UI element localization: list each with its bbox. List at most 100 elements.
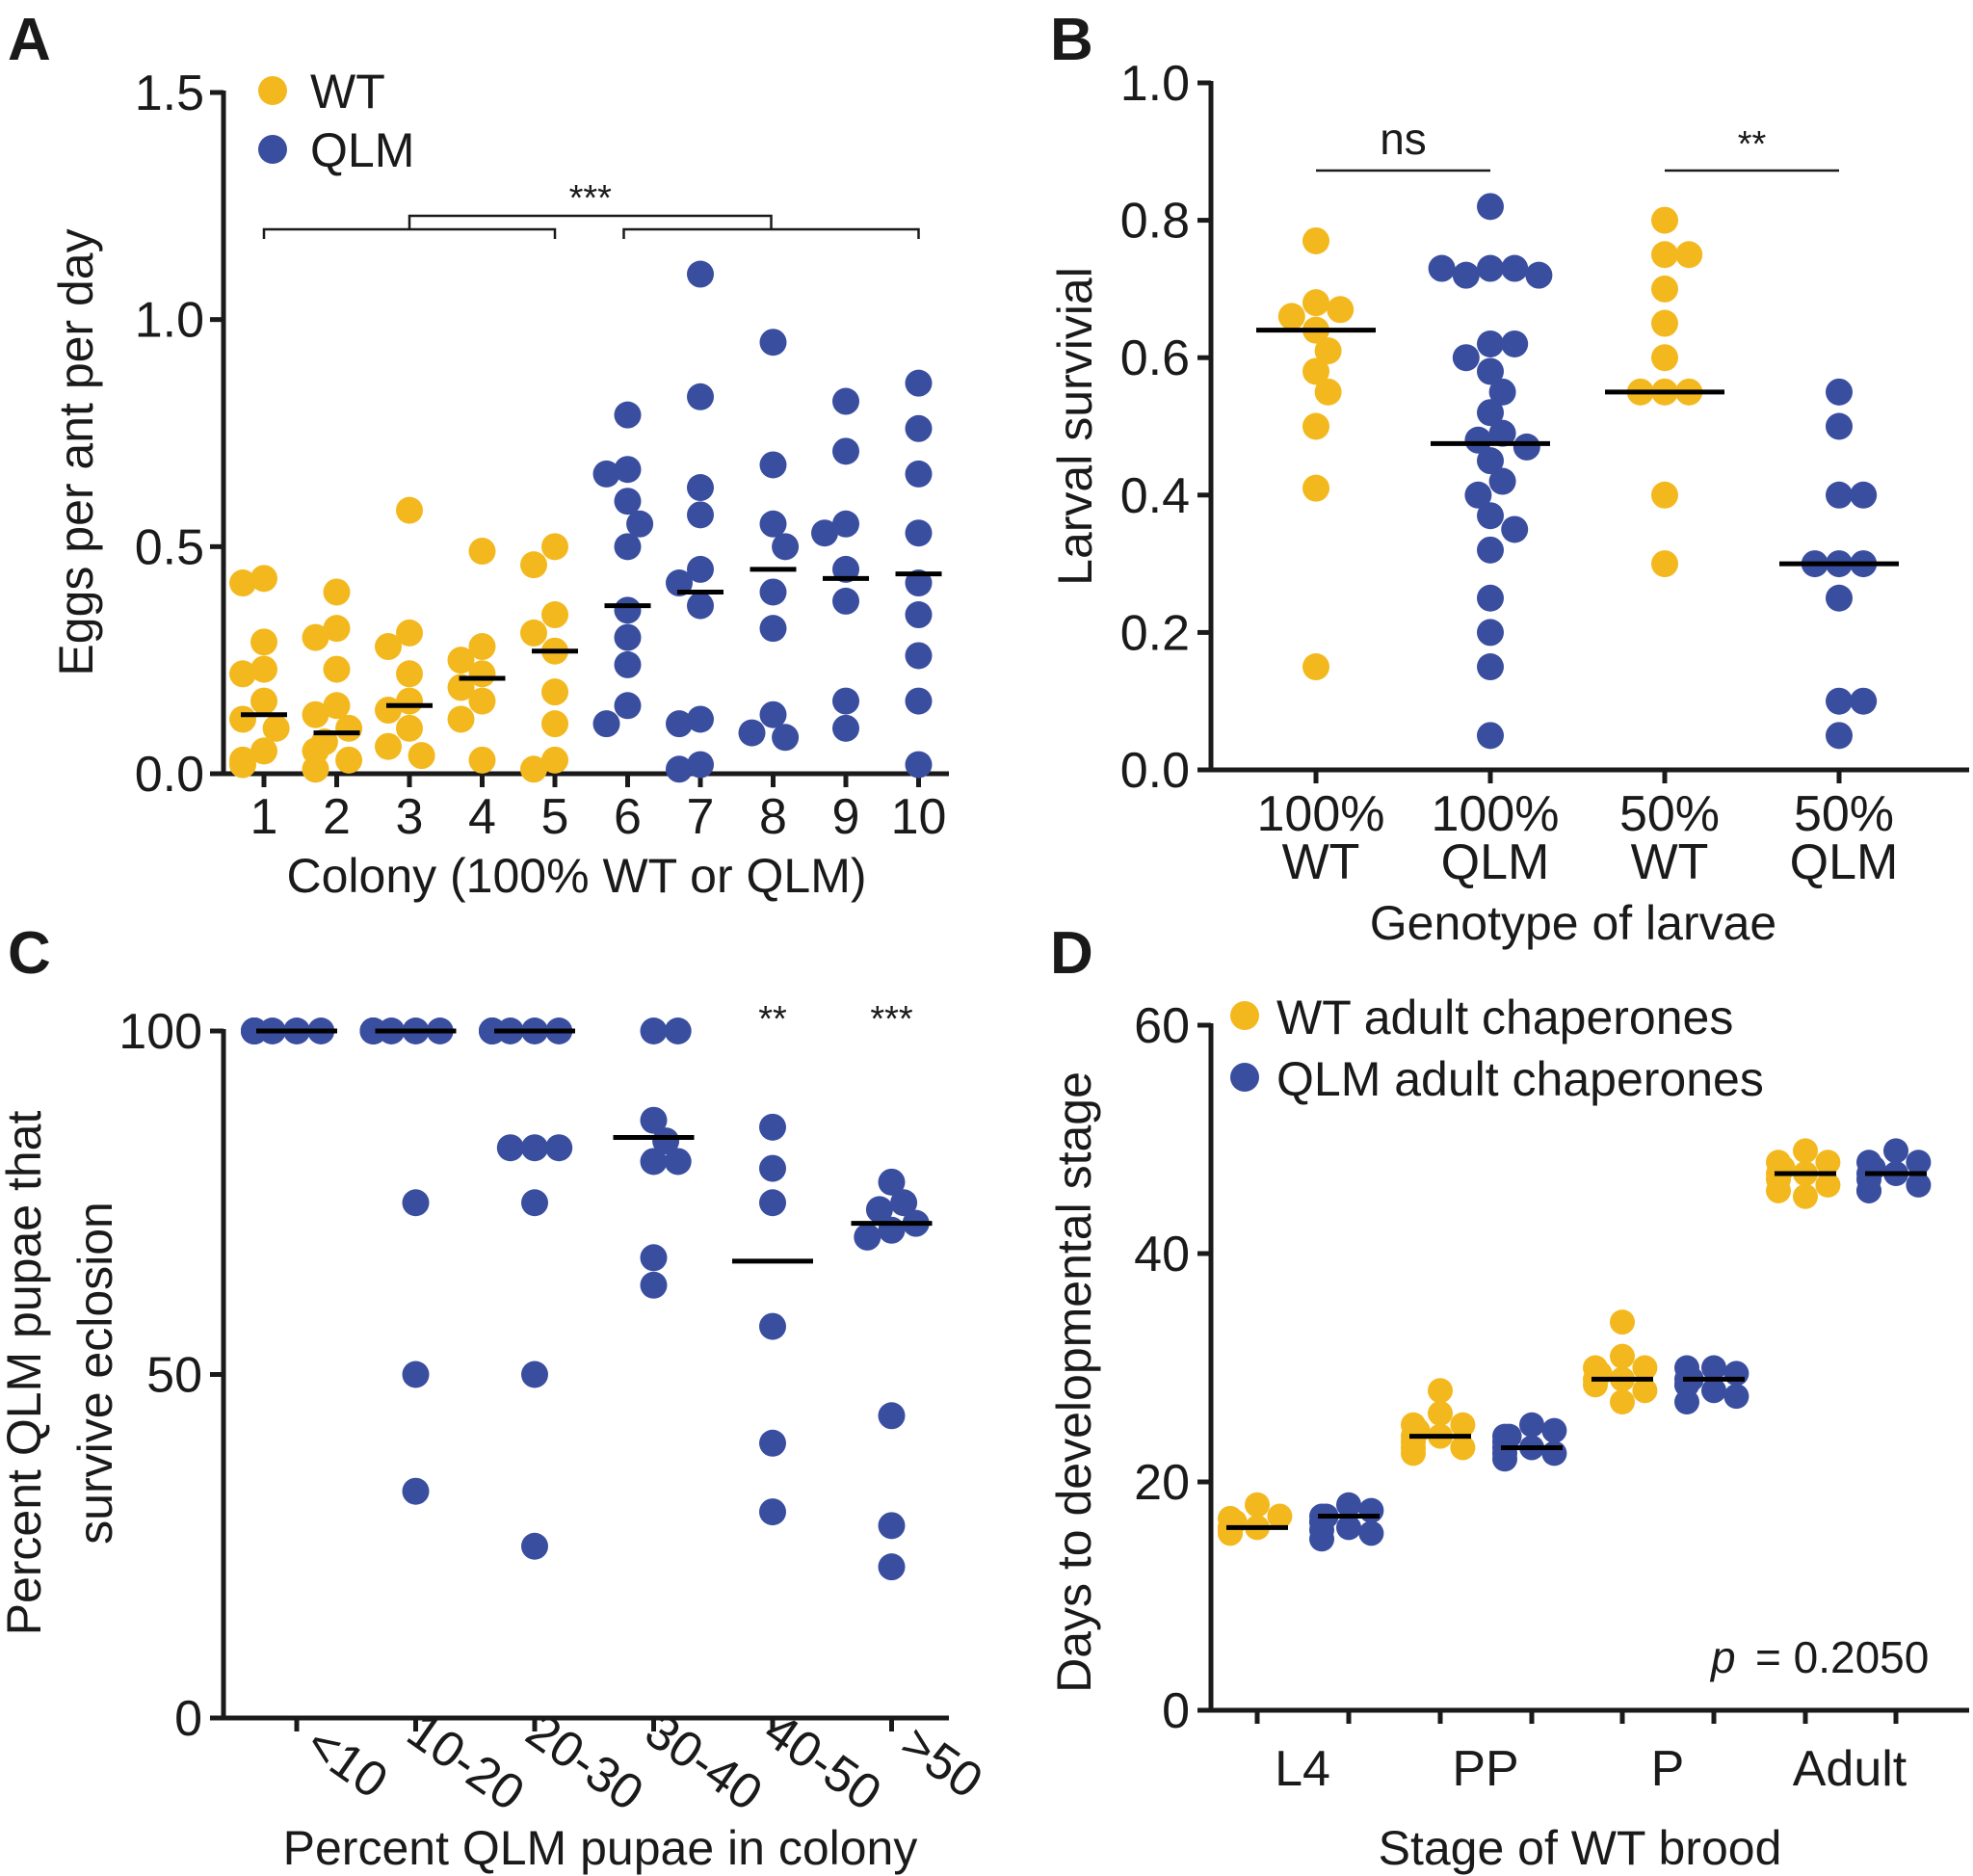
- panel-c-point: [664, 1148, 692, 1176]
- panel-b-point: [1464, 481, 1492, 509]
- panel-c-point: [640, 1244, 668, 1272]
- panel-c-point: [640, 1271, 668, 1299]
- panel-a-point: [614, 401, 642, 429]
- panel-c-point: [878, 1402, 906, 1430]
- panel-b-point: [1488, 419, 1516, 447]
- panel-b-point: [1302, 289, 1329, 317]
- panel-a-point: [323, 655, 351, 683]
- panel-c-point: [640, 1148, 668, 1176]
- panel-b-point: [1488, 378, 1516, 406]
- panel-b-x-axis-label: Genotype of larvae: [1370, 896, 1777, 950]
- panel-b-point: [1488, 467, 1516, 495]
- panel-c-y-axis-label-line2: survive eclosion: [68, 1202, 122, 1545]
- panel-a-x-tick-label: 3: [396, 789, 424, 845]
- panel-b-point: [1314, 378, 1342, 406]
- panel-a-point: [396, 496, 423, 524]
- panel-d-y-tick-label: 0: [1162, 1683, 1190, 1739]
- panel-d-point: [1766, 1149, 1791, 1176]
- panel-a-y-tick-label: 0.0: [135, 747, 204, 803]
- panel-b-point: [1477, 330, 1504, 357]
- panel-b-point: [1651, 481, 1678, 509]
- panel-c-x-axis-label: Percent QLM pupae in colony: [283, 1821, 918, 1875]
- panel-a-point: [905, 687, 933, 715]
- panel-a-point: [323, 615, 351, 643]
- panel-d-point: [1815, 1149, 1841, 1176]
- panel-c-point: [402, 1189, 430, 1217]
- panel-b-y-tick-label: 0.6: [1120, 330, 1190, 386]
- panel-b-y-tick-label: 0.4: [1120, 468, 1190, 524]
- panel-d-point: [1450, 1412, 1476, 1438]
- panel-d-point: [1766, 1177, 1791, 1203]
- panel-b-x-tick-label-line1: 50%: [1794, 786, 1894, 842]
- panel-d-x-tick-label: P: [1651, 1741, 1685, 1797]
- panel-d-point: [1701, 1378, 1726, 1404]
- panel-a-point: [447, 705, 475, 733]
- panel-c-point: [878, 1512, 906, 1540]
- panel-a-point: [396, 714, 423, 742]
- panel-a-point: [396, 619, 423, 647]
- panel-b-point: [1826, 412, 1853, 440]
- panel-b-point: [1826, 687, 1853, 715]
- panel-d-y-tick-label: 20: [1134, 1455, 1190, 1511]
- panel-c-point: [402, 1361, 430, 1388]
- panel-a-point: [592, 460, 620, 488]
- panel-a-point: [614, 488, 642, 515]
- panel-a-point: [520, 551, 547, 579]
- panel-c-point: [878, 1553, 906, 1581]
- panel-a-point: [468, 746, 496, 774]
- panel-a-point: [250, 655, 277, 683]
- panel-a-point: [832, 687, 859, 715]
- panel-a-point: [323, 692, 351, 720]
- panel-c-x-tick-label: <10: [296, 1715, 398, 1810]
- panel-b-point: [1477, 653, 1504, 681]
- panel-b-point: [1477, 619, 1504, 647]
- panel-c-point: [640, 1106, 668, 1134]
- panel-d-point: [1610, 1389, 1635, 1415]
- panel-c-x-tick-label: 10-20: [397, 1703, 534, 1822]
- panel-a-point: [905, 642, 933, 670]
- panel-c-point: [890, 1189, 918, 1217]
- panel-b-point: [1651, 241, 1678, 269]
- panel-b-point: [1651, 309, 1678, 337]
- panel-b-point: [1302, 226, 1329, 254]
- panel-b-point: [1501, 515, 1529, 543]
- panel-a-point: [614, 692, 642, 720]
- panel-b-point: [1302, 357, 1329, 385]
- panel-a-point: [905, 460, 933, 488]
- panel-b-point: [1826, 584, 1853, 612]
- panel-b-point: [1477, 584, 1504, 612]
- panel-a-point: [468, 538, 496, 566]
- panel-a-point: [832, 510, 859, 538]
- panel-b-point: [1477, 193, 1504, 221]
- panel-a-point: [687, 260, 714, 288]
- panel-b-point: [1452, 261, 1480, 289]
- panel-b-point: [1477, 399, 1504, 427]
- panel-b-x-tick-label-line1: 100%: [1432, 786, 1560, 842]
- panel-a-point: [905, 751, 933, 779]
- panel-b-point: [1428, 254, 1456, 282]
- panel-a-x-axis-label: Colony (100% WT or QLM): [286, 849, 866, 903]
- panel-a-point: [335, 714, 363, 742]
- panel-b-y-tick-label: 0.8: [1120, 194, 1190, 250]
- panel-letter-b: B: [1050, 7, 1093, 73]
- panel-b-comparison-label: ns: [1380, 114, 1427, 164]
- panel-a-point: [250, 737, 277, 765]
- panel-d-point: [1610, 1309, 1635, 1335]
- panel-a-point: [905, 519, 933, 547]
- panel-d-point: [1674, 1355, 1699, 1381]
- panel-d-point: [1450, 1435, 1476, 1461]
- panel-d-point: [1358, 1520, 1384, 1546]
- panel-b-point: [1477, 536, 1504, 564]
- panel-d-point: [1428, 1400, 1453, 1426]
- panel-d-y-tick-label: 60: [1134, 998, 1190, 1054]
- panel-d-point: [1541, 1440, 1567, 1466]
- panel-c-point: [759, 1154, 786, 1182]
- panel-a-x-tick-label: 1: [250, 789, 278, 845]
- panel-a-point: [229, 751, 256, 779]
- panel-d-point: [1723, 1384, 1749, 1410]
- panel-b-point: [1850, 687, 1878, 715]
- panel-b-point: [1477, 722, 1504, 750]
- panel-b-y-tick-label: 0.2: [1120, 605, 1190, 661]
